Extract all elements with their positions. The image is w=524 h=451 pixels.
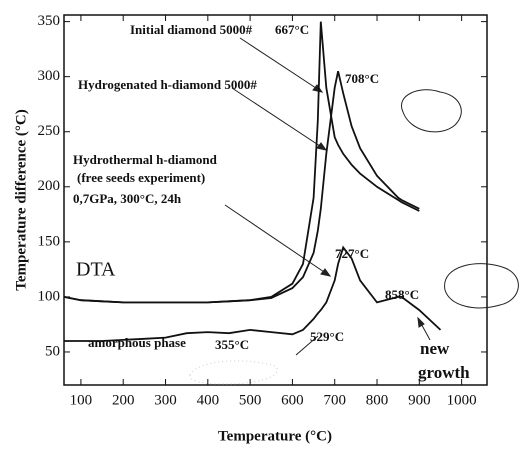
annotation: 858°C xyxy=(385,287,419,302)
chart: Temperature (°C) Temperature difference … xyxy=(0,0,524,451)
x-tick-label: 900 xyxy=(408,392,431,408)
x-tick-label: 200 xyxy=(112,392,135,408)
y-tick-label: 350 xyxy=(38,13,61,29)
y-tick-label: 250 xyxy=(38,123,61,139)
amorphous-icon xyxy=(190,361,277,384)
y-tick-label: 50 xyxy=(45,343,60,359)
annotation: 0,7GPa, 300°C, 24h xyxy=(73,191,182,206)
annotation: 708°C xyxy=(345,71,379,86)
annotation: Hydrothermal h-diamond xyxy=(73,152,218,167)
annotation: 727°C xyxy=(335,246,369,261)
x-tick-label: 100 xyxy=(70,392,93,408)
annotation: 667°C xyxy=(275,22,309,37)
annotation: Hydrogenated h-diamond 5000# xyxy=(78,77,257,92)
annotation: Initial diamond 5000# xyxy=(130,22,253,37)
y-tick-label: 200 xyxy=(38,178,61,194)
x-tick-label: 300 xyxy=(154,392,177,408)
annotation: amorphous phase xyxy=(88,335,186,350)
x-tick-label: 700 xyxy=(323,392,346,408)
x-tick-label: 400 xyxy=(197,392,220,408)
annotation: (free seeds experiment) xyxy=(77,170,205,185)
annotation: DTA xyxy=(76,259,116,281)
growth-icon xyxy=(445,264,519,308)
x-tick-label: 800 xyxy=(366,392,389,408)
annotation: 529°C xyxy=(310,329,344,344)
x-tick-label: 1000 xyxy=(447,392,477,408)
seed-icon xyxy=(401,90,461,132)
annotation: 355°C xyxy=(215,337,249,352)
y-axis-title: Temperature difference (°C) xyxy=(13,109,29,291)
x-tick-label: 500 xyxy=(239,392,262,408)
annotation: growth xyxy=(418,363,470,382)
dta-curve xyxy=(64,71,419,302)
y-tick-label: 300 xyxy=(38,68,61,84)
annotation: new xyxy=(420,339,450,358)
x-tick-label: 600 xyxy=(281,392,304,408)
x-axis-title: Temperature (°C) xyxy=(218,428,332,444)
y-tick-label: 100 xyxy=(38,288,61,304)
y-tick-label: 150 xyxy=(38,233,61,249)
